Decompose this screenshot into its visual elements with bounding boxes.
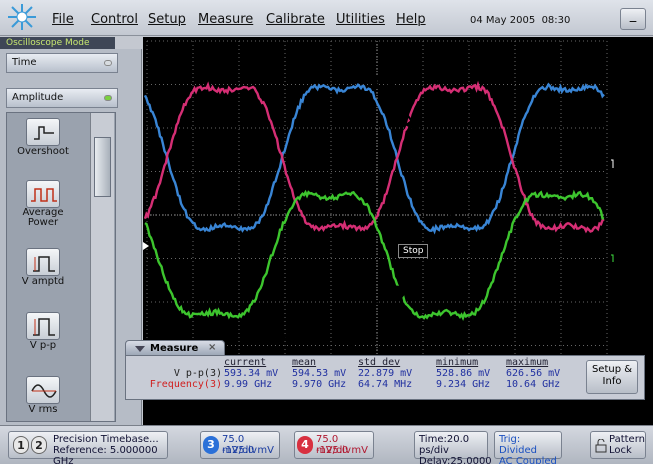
tool-label: V amptd	[22, 276, 65, 287]
column-header: minimum	[436, 357, 500, 368]
trigger-coupling: AC Coupled	[499, 456, 561, 464]
time-delay: Delay:25.0000 ns	[419, 456, 487, 464]
tool-button[interactable]: V rms	[8, 376, 78, 415]
row-label: V p-p(3)	[130, 368, 222, 379]
channel-4[interactable]: 4 75.0 mV/div -125.0 mV	[294, 431, 374, 459]
minimize-button[interactable]: _	[620, 8, 646, 30]
cell: 10.64 GHz	[506, 379, 570, 390]
tool-label: Average Power	[22, 207, 63, 228]
mode-label: Oscilloscope Mode	[0, 37, 115, 49]
channel-3[interactable]: 3 75.0 mV/div -125.0 mV	[200, 431, 280, 459]
setup-info-button[interactable]: Setup & Info	[586, 360, 638, 394]
pattern-lock-button[interactable]: Pattern Lock	[590, 431, 646, 459]
measure-title: Measure	[150, 343, 198, 354]
timebase-button[interactable]: 1 2 Precision Timebase... Reference: 5.0…	[8, 431, 168, 459]
annotation: ON	[437, 140, 467, 163]
channel-number: 3	[203, 436, 219, 454]
lock-label: Lock	[609, 445, 645, 456]
channel-offset: -125.0 mV	[222, 445, 274, 456]
cell: 64.74 MHz	[358, 379, 422, 390]
menu-item[interactable]: Utilities	[336, 12, 385, 27]
app-logo	[4, 2, 40, 32]
pattern-label: Pattern	[609, 434, 645, 445]
column-header: current	[224, 357, 288, 368]
timebase-title: Precision Timebase...	[53, 434, 159, 445]
trace-diff	[145, 192, 604, 318]
dropdown[interactable]: Time	[6, 53, 118, 73]
time-scale: Time:20.0 ps/div	[419, 434, 487, 456]
menu-item[interactable]: Measure	[198, 12, 253, 27]
menu-item[interactable]: Help	[396, 12, 426, 27]
tool-label: V p-p	[30, 340, 56, 351]
column-header: maximum	[506, 357, 570, 368]
annotation: Diff. Output	[272, 327, 378, 350]
cell: 9.970 GHz	[292, 379, 356, 390]
cell: 22.879 mV	[358, 368, 422, 379]
cell: 9.234 GHz	[436, 379, 500, 390]
button-1[interactable]: 1	[13, 436, 29, 454]
cell: 626.56 mV	[506, 368, 570, 379]
tool-button[interactable]: Overshoot	[8, 118, 78, 157]
cell: 593.34 mV	[224, 368, 288, 379]
channel-markers	[611, 150, 653, 270]
tool-label: V rms	[29, 404, 58, 415]
cell: 594.53 mV	[292, 368, 356, 379]
tool-button[interactable]: V amptd	[8, 248, 78, 287]
button-2[interactable]: 2	[31, 436, 47, 454]
annotation: OP	[373, 72, 401, 95]
menu-item[interactable]: Control	[91, 12, 138, 27]
tool-button[interactable]: Average Power	[8, 180, 78, 228]
measure-table: current mean std dev minimum maximum V p…	[125, 355, 645, 400]
trigger-button[interactable]: Trig: Divided AC Coupled	[494, 431, 562, 459]
scroll-thumb[interactable]	[94, 137, 111, 197]
timebase-reference: Reference: 5.000000 GHz	[53, 445, 167, 464]
dropdown[interactable]: Amplitude	[6, 88, 118, 108]
close-icon[interactable]: ×	[208, 342, 216, 353]
trace-on	[145, 85, 604, 232]
dropdown-label: Amplitude	[12, 92, 63, 103]
datetime: 04 May 2005 08:30	[470, 15, 570, 26]
scrollbar[interactable]	[90, 113, 114, 421]
channel-number: 4	[297, 436, 313, 454]
column-header: mean	[292, 357, 356, 368]
trigger-source: Trig: Divided	[499, 434, 561, 456]
stop-marker: Stop	[398, 244, 428, 258]
tool-label: Overshoot	[17, 146, 69, 157]
menu-item[interactable]: File	[52, 12, 74, 27]
cell: 528.86 mV	[436, 368, 500, 379]
menu-item[interactable]: Setup	[148, 12, 186, 27]
trigger-marker	[143, 242, 149, 250]
channel-offset: -125.0 mV	[316, 445, 368, 456]
dropdown-label: Time	[12, 57, 36, 68]
trace-op	[145, 85, 604, 232]
row-label: Frequency(3)	[130, 379, 222, 390]
cell: 9.99 GHz	[224, 379, 288, 390]
tool-button[interactable]: V p-p	[8, 312, 78, 351]
column-header: std dev	[358, 357, 422, 368]
time-button[interactable]: Time:20.0 ps/div Delay:25.0000 ns	[414, 431, 488, 459]
collapse-icon[interactable]	[134, 345, 146, 353]
menu-item[interactable]: Calibrate	[266, 12, 325, 27]
oscilloscope-app: File Control Setup Measure Calibrate Uti…	[0, 0, 653, 464]
